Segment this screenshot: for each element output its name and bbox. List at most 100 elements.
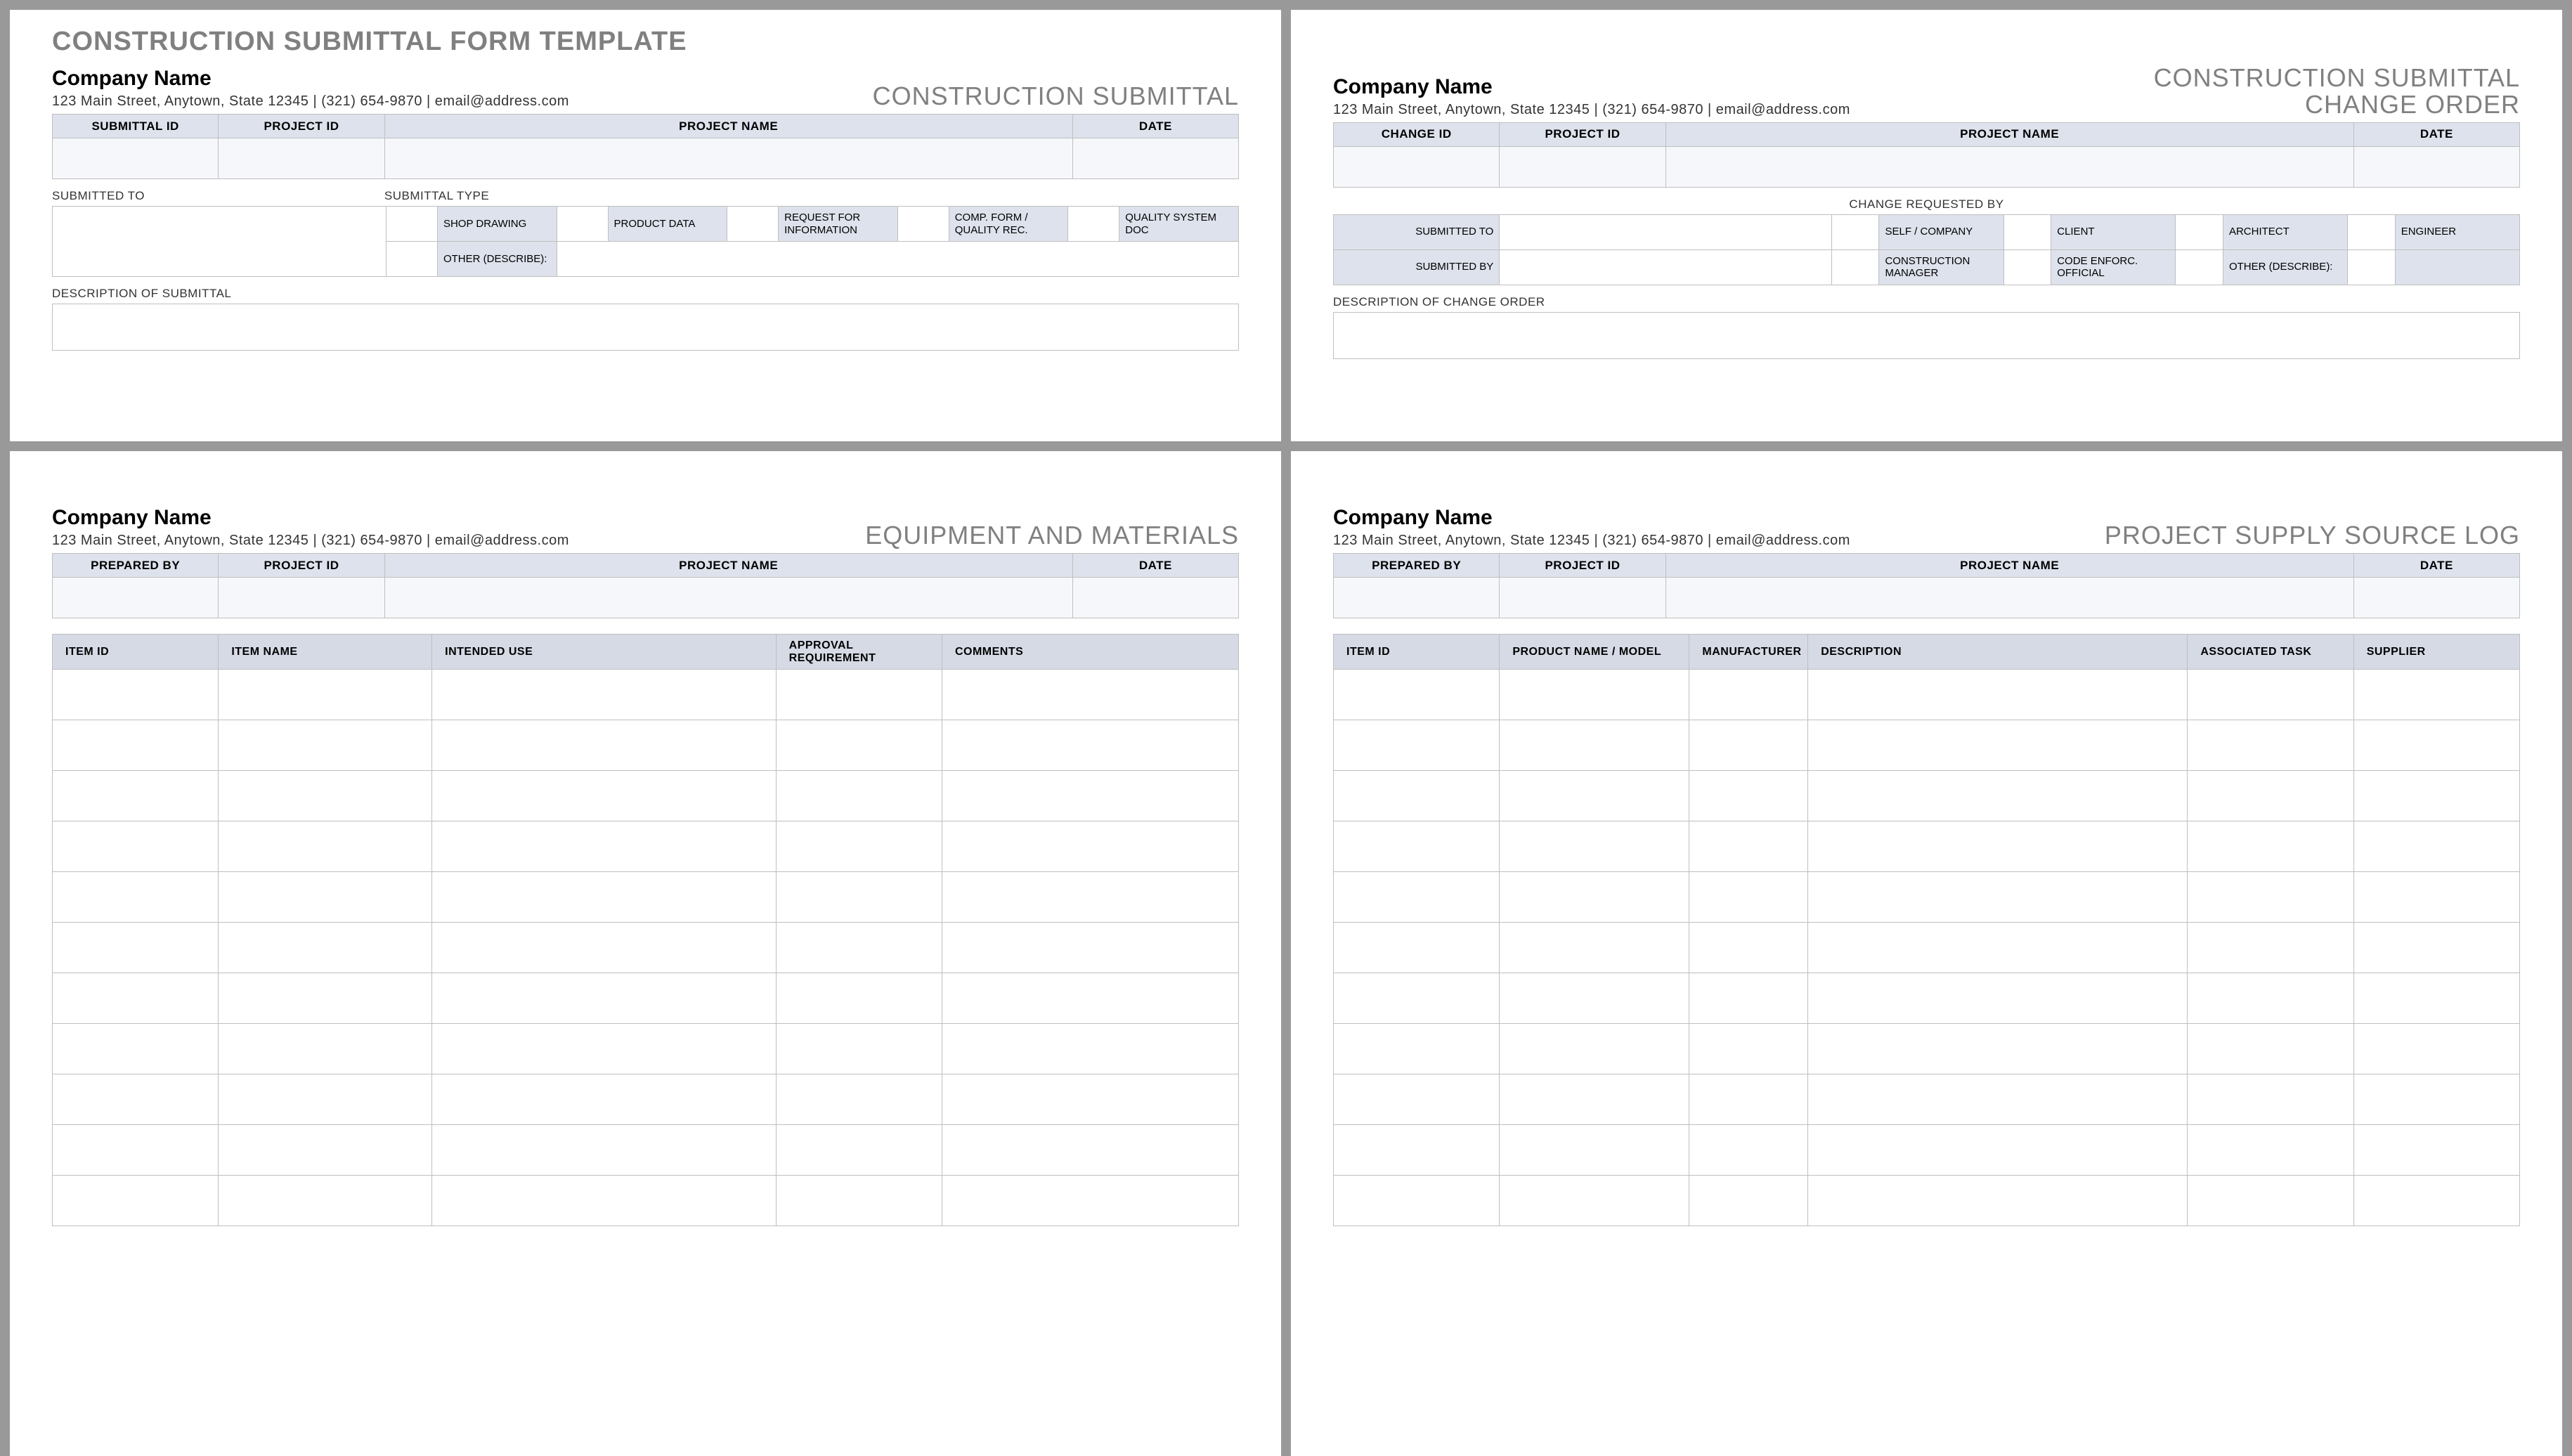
table-cell[interactable]	[219, 720, 432, 771]
table-cell[interactable]	[1689, 872, 1808, 923]
table-cell[interactable]	[1689, 670, 1808, 720]
table-cell[interactable]	[1334, 923, 1500, 973]
table-cell[interactable]	[1500, 1024, 1689, 1074]
table-cell[interactable]	[776, 670, 942, 720]
table-cell[interactable]	[2353, 1125, 2519, 1176]
table-cell[interactable]	[1808, 771, 2188, 821]
table-cell[interactable]	[1689, 720, 1808, 771]
table-cell[interactable]	[1808, 1176, 2188, 1226]
table-cell[interactable]	[2353, 670, 2519, 720]
table-cell[interactable]	[942, 1024, 1238, 1074]
input-project-name[interactable]	[1665, 146, 2353, 187]
table-cell[interactable]	[219, 1125, 432, 1176]
table-cell[interactable]	[1808, 1024, 2188, 1074]
chk-shop-drawing[interactable]	[387, 207, 438, 242]
table-cell[interactable]	[1500, 821, 1689, 872]
table-cell[interactable]	[942, 923, 1238, 973]
table-cell[interactable]	[53, 1176, 219, 1226]
table-cell[interactable]	[432, 1074, 777, 1125]
table-cell[interactable]	[942, 670, 1238, 720]
table-cell[interactable]	[1500, 1176, 1689, 1226]
input-other-describe[interactable]	[557, 242, 1238, 277]
table-cell[interactable]	[432, 821, 777, 872]
input-submittal-id[interactable]	[53, 138, 219, 179]
table-cell[interactable]	[2353, 771, 2519, 821]
table-cell[interactable]	[53, 821, 219, 872]
table-cell[interactable]	[942, 771, 1238, 821]
table-cell[interactable]	[1808, 1074, 2188, 1125]
table-cell[interactable]	[1689, 1176, 1808, 1226]
table-cell[interactable]	[53, 771, 219, 821]
input-change-id[interactable]	[1334, 146, 1500, 187]
table-cell[interactable]	[1689, 1074, 1808, 1125]
table-cell[interactable]	[942, 973, 1238, 1024]
table-cell[interactable]	[219, 771, 432, 821]
table-cell[interactable]	[219, 1074, 432, 1125]
table-cell[interactable]	[2188, 821, 2353, 872]
table-cell[interactable]	[1500, 973, 1689, 1024]
table-cell[interactable]	[2188, 670, 2353, 720]
table-cell[interactable]	[1334, 1176, 1500, 1226]
table-cell[interactable]	[2353, 1024, 2519, 1074]
input-submitted-to[interactable]	[1500, 214, 1832, 249]
table-cell[interactable]	[53, 1024, 219, 1074]
table-cell[interactable]	[2188, 1125, 2353, 1176]
table-cell[interactable]	[53, 872, 219, 923]
table-cell[interactable]	[2353, 872, 2519, 923]
table-cell[interactable]	[2188, 1176, 2353, 1226]
chk-blank[interactable]	[2348, 249, 2396, 285]
input-project-name[interactable]	[1665, 578, 2353, 618]
table-cell[interactable]	[219, 973, 432, 1024]
table-cell[interactable]	[432, 872, 777, 923]
table-cell[interactable]	[2188, 1074, 2353, 1125]
table-cell[interactable]	[432, 923, 777, 973]
input-description[interactable]	[1334, 312, 2520, 358]
table-cell[interactable]	[776, 1176, 942, 1226]
table-cell[interactable]	[219, 1024, 432, 1074]
table-cell[interactable]	[432, 720, 777, 771]
table-cell[interactable]	[1500, 670, 1689, 720]
table-cell[interactable]	[2188, 771, 2353, 821]
table-cell[interactable]	[1689, 1125, 1808, 1176]
table-cell[interactable]	[776, 1125, 942, 1176]
input-project-id[interactable]	[1500, 146, 1665, 187]
table-cell[interactable]	[1689, 973, 1808, 1024]
table-cell[interactable]	[1500, 1125, 1689, 1176]
chk-product-data[interactable]	[557, 207, 608, 242]
table-cell[interactable]	[1334, 720, 1500, 771]
input-project-id[interactable]	[219, 138, 384, 179]
table-cell[interactable]	[219, 1176, 432, 1226]
table-cell[interactable]	[53, 720, 219, 771]
input-submitted-by[interactable]	[1500, 249, 1832, 285]
table-cell[interactable]	[1808, 670, 2188, 720]
table-cell[interactable]	[2353, 973, 2519, 1024]
table-cell[interactable]	[942, 872, 1238, 923]
table-cell[interactable]	[1500, 923, 1689, 973]
table-cell[interactable]	[432, 973, 777, 1024]
table-cell[interactable]	[2188, 1024, 2353, 1074]
chk-engineer[interactable]	[2348, 214, 2396, 249]
table-cell[interactable]	[1334, 1125, 1500, 1176]
table-cell[interactable]	[1689, 821, 1808, 872]
table-cell[interactable]	[432, 1024, 777, 1074]
table-cell[interactable]	[1689, 771, 1808, 821]
chk-code[interactable]	[2003, 249, 2051, 285]
chk-other2[interactable]	[2176, 249, 2223, 285]
input-prepared-by[interactable]	[53, 578, 219, 618]
table-cell[interactable]	[1808, 1125, 2188, 1176]
input-project-id[interactable]	[219, 578, 384, 618]
table-cell[interactable]	[2188, 973, 2353, 1024]
input-prepared-by[interactable]	[1334, 578, 1500, 618]
table-cell[interactable]	[53, 670, 219, 720]
table-cell[interactable]	[1689, 1024, 1808, 1074]
table-cell[interactable]	[942, 1125, 1238, 1176]
table-cell[interactable]	[2353, 1074, 2519, 1125]
input-date[interactable]	[2353, 578, 2519, 618]
input-date[interactable]	[2353, 146, 2519, 187]
chk-other[interactable]	[387, 242, 438, 277]
table-cell[interactable]	[2353, 1176, 2519, 1226]
table-cell[interactable]	[942, 1176, 1238, 1226]
table-cell[interactable]	[1689, 923, 1808, 973]
table-cell[interactable]	[219, 872, 432, 923]
table-cell[interactable]	[776, 872, 942, 923]
